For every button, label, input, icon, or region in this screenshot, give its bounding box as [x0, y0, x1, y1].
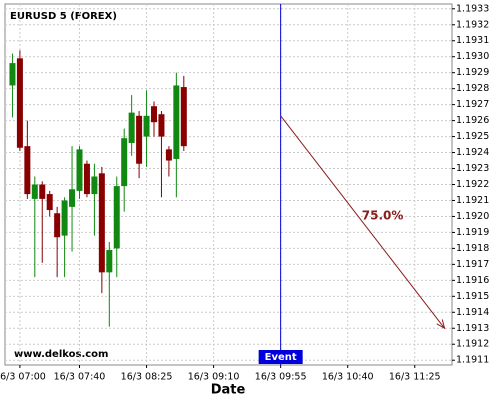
- candle-body: [54, 213, 61, 238]
- y-tick-label: 1.1922: [456, 179, 489, 190]
- candle-body: [76, 149, 83, 191]
- y-tick-label: 1.1933: [456, 3, 489, 14]
- candle-body: [69, 189, 76, 207]
- candle-body: [91, 176, 98, 195]
- y-tick-label: 1.1928: [456, 83, 489, 94]
- y-tick-label: 1.1926: [456, 115, 489, 126]
- y-tick-label: 1.1911: [456, 355, 489, 366]
- candle-body: [83, 163, 90, 195]
- candle-body: [31, 184, 38, 199]
- candle-body: [165, 149, 172, 161]
- chart-title: EURUSD 5 (FOREX): [10, 11, 117, 22]
- candle-body: [61, 200, 68, 236]
- y-tick-label: 1.1918: [456, 243, 489, 254]
- x-tick-label: 16/3 07:00: [0, 372, 46, 383]
- event-label: Event: [265, 352, 297, 363]
- candle-body: [143, 115, 150, 137]
- x-axis-label: Date: [211, 383, 246, 398]
- y-tick-label: 1.1924: [456, 147, 489, 158]
- candle-body: [46, 194, 53, 211]
- candle-body: [121, 138, 128, 187]
- candle-body: [39, 184, 46, 199]
- x-tick-label: 16/3 11:25: [389, 372, 441, 383]
- y-tick-label: 1.1921: [456, 195, 489, 206]
- y-tick-label: 1.1920: [456, 211, 489, 222]
- candle-body: [113, 186, 120, 249]
- candle-body: [128, 112, 135, 143]
- y-tick-label: 1.1914: [456, 307, 489, 318]
- candle-body: [151, 106, 157, 123]
- y-tick-label: 1.1932: [456, 19, 489, 30]
- candle-body: [106, 249, 113, 273]
- x-tick-label: 16/3 07:40: [54, 372, 106, 383]
- y-tick-label: 1.1929: [456, 67, 489, 78]
- y-tick-label: 1.1919: [456, 227, 489, 238]
- x-tick-label: 16/3 09:55: [255, 372, 307, 383]
- y-tick-label: 1.1931: [456, 35, 489, 46]
- candle-body: [158, 114, 165, 137]
- y-tick-label: 1.1912: [456, 339, 489, 350]
- y-tick-label: 1.1915: [456, 291, 489, 302]
- event-label-box: [258, 350, 303, 364]
- y-tick-label: 1.1917: [456, 259, 489, 270]
- candle-body: [180, 87, 187, 147]
- candle-body: [24, 146, 31, 195]
- x-tick-label: 16/3 10:40: [322, 372, 374, 383]
- y-tick-label: 1.1925: [456, 131, 489, 142]
- projection-line: [280, 115, 445, 329]
- y-tick-label: 1.1930: [456, 51, 489, 62]
- x-tick-label: 16/3 08:25: [121, 372, 173, 383]
- y-tick-label: 1.1927: [456, 99, 489, 110]
- arrow-head: [436, 319, 446, 330]
- watermark: www.delkos.com: [14, 349, 108, 360]
- candle-body: [9, 63, 16, 86]
- y-tick-label: 1.1923: [456, 163, 489, 174]
- candle-body: [136, 115, 143, 164]
- y-tick-label: 1.1913: [456, 323, 489, 334]
- x-tick-label: 16/3 09:10: [188, 372, 240, 383]
- projection-label: 75.0%: [362, 209, 404, 223]
- candle-body: [98, 173, 105, 273]
- y-tick-label: 1.1916: [456, 275, 489, 286]
- candle-body: [16, 58, 23, 148]
- candle-body: [173, 85, 180, 159]
